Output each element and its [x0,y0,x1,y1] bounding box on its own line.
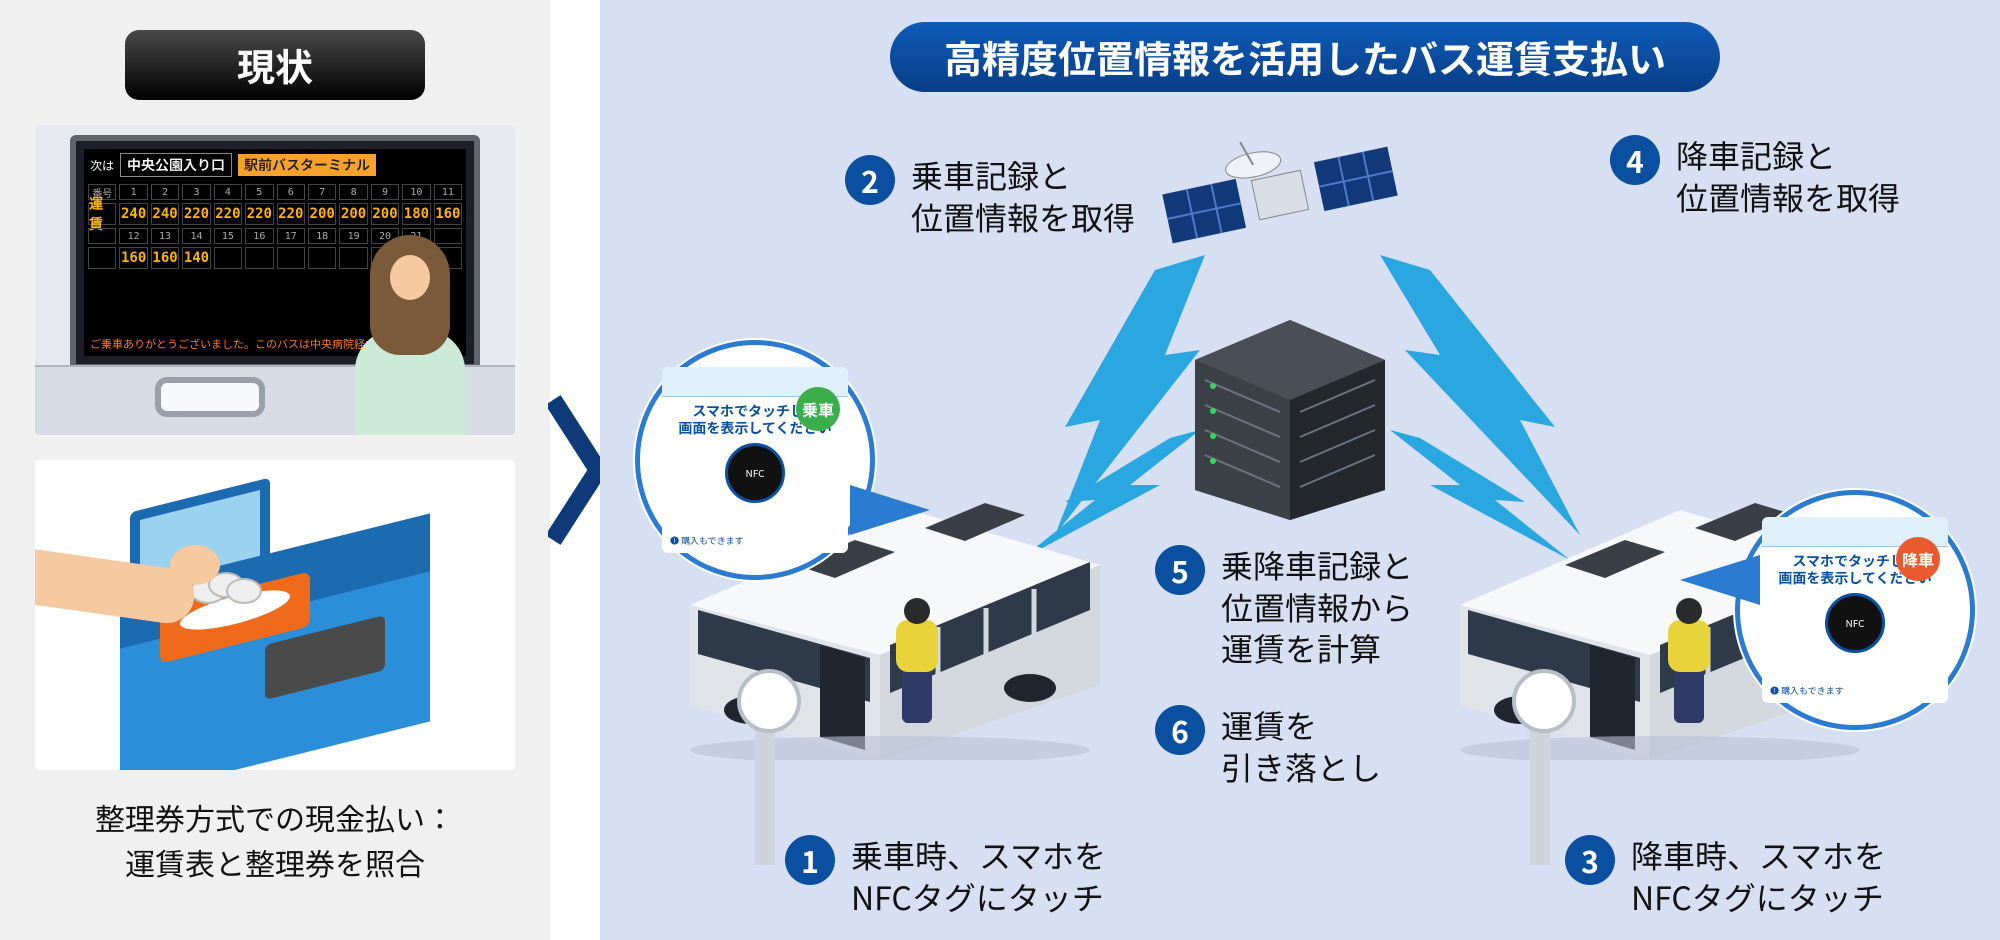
nfc-icon: NFC [725,443,785,503]
person-icon [1662,598,1717,728]
bus-stop-icon [755,715,775,865]
step-1: 1乗車時、スマホをNFCタグにタッチ [785,835,1106,918]
fare-display-illustration: 次は 中央公園入り口 駅前バスターミナル 番号1234567891011 運賃2… [35,125,515,435]
person-icon [890,598,945,728]
left-caption: 整理券方式での現金払い：運賃表と整理券を照合 [35,795,515,885]
alighting-badge: 降車 [1896,537,1940,581]
passenger-icon [335,235,485,435]
left-panel: 現状 次は 中央公園入り口 駅前バスターミナル 番号1234567891011 … [0,0,550,940]
hand-icon [35,540,235,630]
right-banner: 高精度位置情報を活用したバス運賃支払い [890,22,1720,92]
step-3: 3降車時、スマホをNFCタグにタッチ [1565,835,1886,918]
farebox-illustration [35,460,515,770]
step-5: 5乗降車記録と位置情報から運賃を計算 [1155,545,1413,670]
next-stop-2: 駅前バスターミナル [238,154,376,176]
right-panel: 高精度位置情報を活用したバス運賃支払い [600,0,2000,940]
step-2: 2乗車記録と位置情報を取得 [845,155,1135,238]
next-label: 次は [90,157,114,174]
transition-arrow-icon [548,395,608,545]
nfc-poster-alighting: 降車 スマホでタッチして 画面を表示してください NFC ❶ 購入もできます [1735,490,1975,730]
server-icon [1195,320,1390,520]
bus-stop-icon [1530,715,1550,865]
nfc-poster-boarding: 乗車 スマホでタッチして 画面を表示してください NFC ❶ 購入もできます [635,340,875,580]
boarding-badge: 乗車 [796,387,840,431]
next-stop-1: 中央公園入り口 [120,153,232,177]
nfc-icon: NFC [1825,593,1885,653]
step-6: 6運賃を引き落とし [1155,705,1381,788]
satellite-icon [1160,115,1400,275]
left-title-pill: 現状 [125,30,425,100]
step-4: 4降車記録と位置情報を取得 [1610,135,1900,218]
